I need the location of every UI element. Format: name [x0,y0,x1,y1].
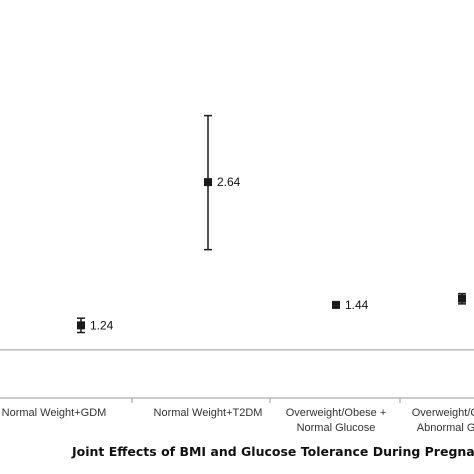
estimate-point-group: 1.44 [332,298,369,312]
x-category-label: Overweight/Obese + Normal Glucose [286,407,387,434]
x-category-label: Normal Weight+T2DM [154,407,263,419]
data-label: 1.24 [90,318,114,332]
estimate-point-group: 1.24 [77,317,114,334]
estimate-point-group: 2.64 [204,114,241,251]
estimate-marker [77,321,85,330]
x-category-label: Normal Weight+GDM [2,407,107,419]
data-label: 1.44 [345,298,369,312]
data-label: 2.64 [217,175,241,189]
x-category-label: Overweight/Obese +Abnormal Glucose [412,407,474,434]
estimate-point-group [458,292,466,305]
estimate-marker [332,300,340,309]
estimate-marker [204,178,212,187]
x-axis-title: Joint Effects of BMI and Glucose Toleran… [71,444,474,459]
estimate-marker [458,294,466,303]
